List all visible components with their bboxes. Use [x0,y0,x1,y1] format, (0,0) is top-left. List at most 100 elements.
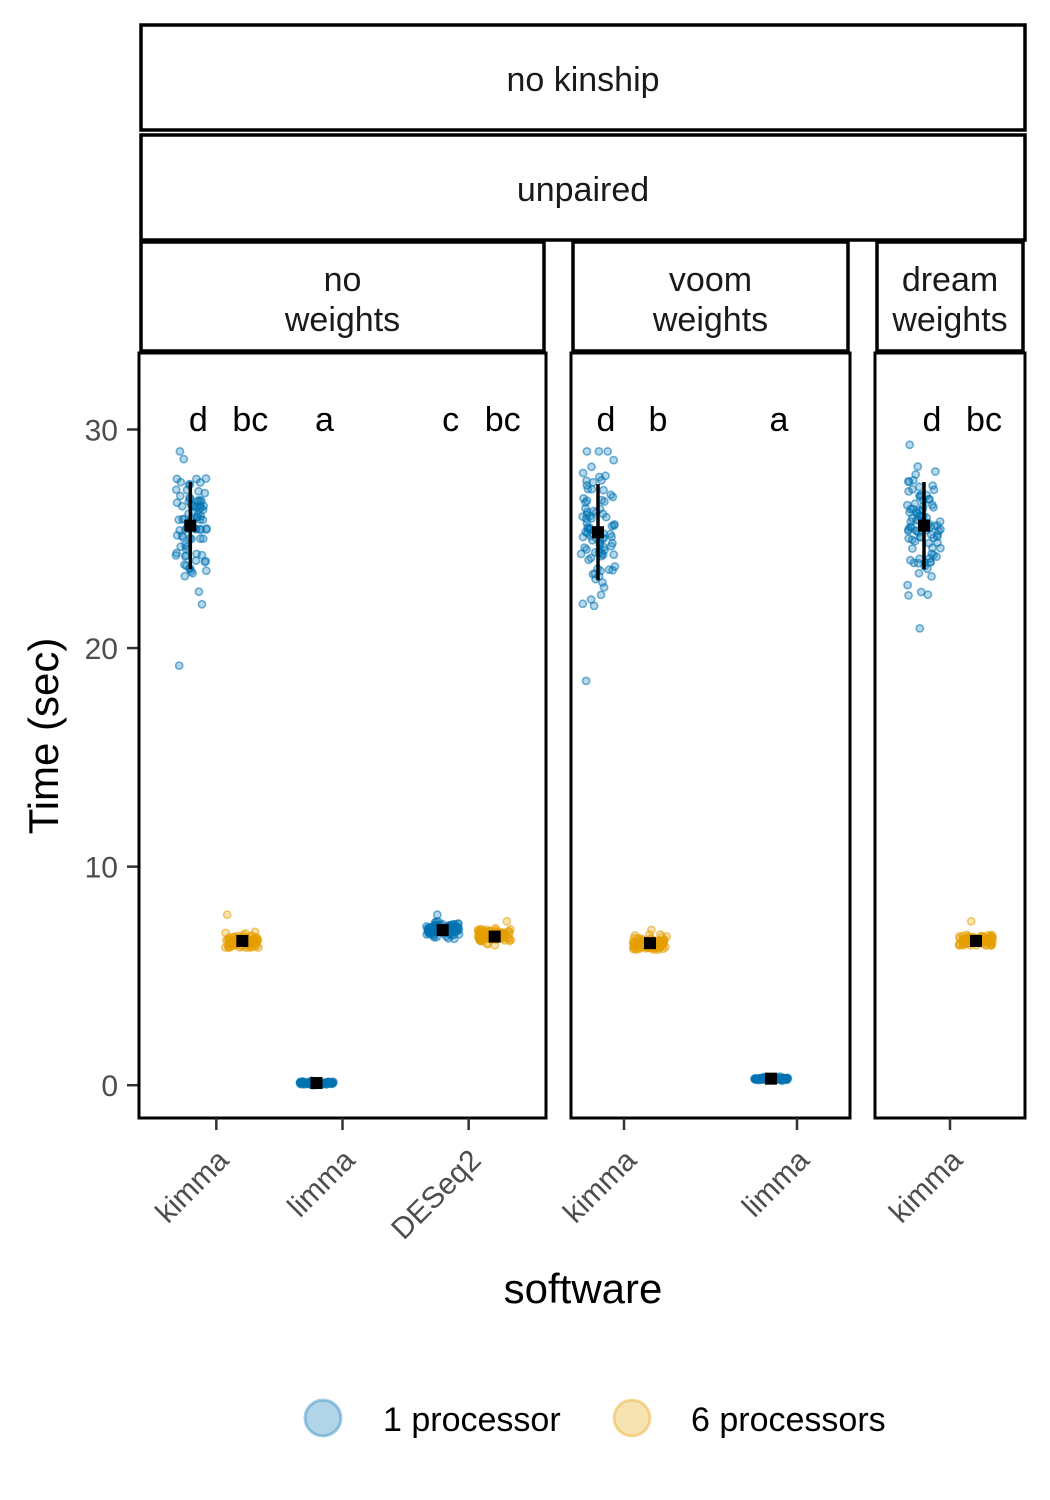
significance-letter: d [597,401,616,439]
data-point [931,467,940,476]
data-point [609,455,619,465]
data-point [927,572,936,581]
data-point [607,521,617,531]
group-kimma-6-processors: bc [954,401,1002,950]
data-point [504,927,514,936]
data-point [914,482,924,492]
data-point [904,525,913,534]
data-point [180,571,190,581]
x-tick-label-kimma: kimma [557,1143,643,1229]
data-point [601,512,611,522]
data-point [177,531,187,541]
y-tick-label: 20 [85,633,118,666]
panel-strip-box [875,240,1025,353]
data-point [596,590,606,600]
significance-letter: bc [485,401,521,439]
legend-label-1-processor: 1 processor [383,1401,561,1439]
group-kimma-1-processor: d [576,401,620,686]
significance-letter: a [315,401,334,439]
significance-letter: c [442,401,459,439]
data-point [175,491,185,501]
group-limma-1-processor: a [750,401,793,1086]
data-point [576,549,586,559]
data-point [432,910,442,920]
data-point [906,504,915,514]
panel-strip-label: weights [891,301,1007,339]
mean-marker [488,930,501,943]
x-tick-label-kimma: kimma [149,1143,235,1229]
mean-marker [592,526,605,539]
data-point [658,940,668,950]
data-point [589,601,599,611]
data-point [606,529,615,539]
data-point [608,492,618,502]
mean-marker [184,519,197,532]
data-point [587,462,596,472]
data-point [908,544,917,553]
panel-border [137,351,548,1120]
x-tick-label-deseq2: DESeq2 [385,1144,487,1246]
panel-strip-label: weights [652,301,768,339]
data-point [959,937,969,946]
data-point [581,514,591,524]
data-point [904,591,913,600]
data-point [903,580,912,590]
data-point [504,934,514,943]
data-point [426,922,436,932]
group-deseq2-1-processor: c [422,401,464,944]
mean-marker [436,924,449,937]
significance-letter: d [189,401,208,439]
legend-key-6-processors [612,1398,652,1438]
data-point [916,587,926,597]
mean-marker [644,937,657,950]
data-point [197,599,207,609]
y-tick-label: 0 [101,1070,118,1103]
x-tick-label-kimma: kimma [883,1143,969,1229]
data-point [936,543,945,553]
panel-strip-label: weights [284,301,400,339]
y-tick-label: 30 [85,415,118,448]
data-point [222,910,232,920]
data-point [600,497,609,506]
significance-letter: bc [232,401,268,439]
data-point [913,462,923,471]
data-point [582,545,591,554]
legend: 1 processor 6 processors [303,1398,886,1439]
panel-strip-box [571,240,850,353]
data-point [180,552,190,561]
data-point [502,916,512,926]
group-kimma-6-processors: bc [220,401,268,952]
data-point [171,485,181,495]
data-point [906,517,916,526]
data-point [194,587,204,597]
data-point [927,500,937,510]
data-point [595,472,604,482]
data-point [914,568,924,578]
y-axis-title: Time (sec) [20,638,67,835]
data-point [904,486,913,496]
panel-strip-label: no [324,261,362,299]
data-point [986,940,996,950]
data-point [609,550,619,559]
data-point [448,919,458,929]
strip-pairing-label: unpaired [517,171,649,209]
group-deseq2-6-processors: bc [473,401,521,950]
data-point [201,525,211,534]
mean-marker [764,1072,777,1085]
panel-strip-label: dream [902,261,998,299]
x-axis-title: software [504,1265,663,1312]
mean-marker [970,934,982,947]
data-point [588,477,598,487]
group-limma-1-processor: a [295,401,338,1090]
data-point [171,551,181,560]
significance-letter: a [770,401,789,439]
data-point [578,468,588,478]
data-point [201,566,211,576]
panel-border [873,351,1027,1120]
data-point [587,484,597,494]
data-point [201,474,211,483]
